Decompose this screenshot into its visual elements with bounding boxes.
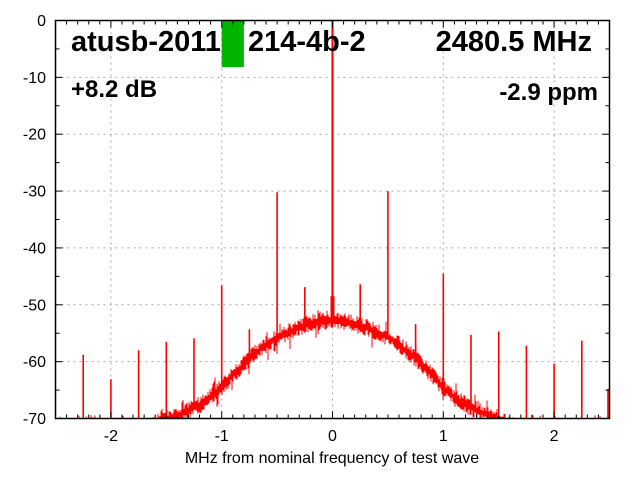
test-id-left: atusb-2011	[71, 26, 221, 58]
x-tick-label: 1	[439, 428, 448, 445]
x-axis-label: MHz from nominal frequency of test wave	[184, 450, 480, 467]
x-tick-label: -1	[215, 428, 229, 445]
gain-marker-bar	[221, 20, 244, 68]
tick-labels: 0-10-20-30-40-50-60-70-2 -1 0 1 2	[23, 13, 559, 445]
y-tick-label: -10	[23, 70, 46, 87]
y-tick-label: -70	[23, 411, 46, 428]
x-tick-label: -2	[104, 428, 118, 445]
gain-annotation: +8.2 dB	[71, 76, 158, 103]
y-tick-label: -20	[23, 127, 46, 144]
x-tick-label: 2	[550, 428, 559, 445]
y-tick-label: -60	[23, 354, 46, 371]
test-id-right: 214-4b-2	[248, 26, 366, 58]
y-tick-label: -50	[23, 297, 46, 314]
spectrum-trace	[59, 20, 609, 418]
y-tick-label: -40	[23, 240, 46, 257]
y-tick-label: -30	[23, 184, 46, 201]
x-tick-label: 0	[328, 428, 337, 445]
y-tick-label: 0	[37, 13, 46, 30]
center-frequency: 2480.5 MHz	[435, 26, 592, 58]
axis-ticks	[55, 20, 610, 419]
noise-floor	[59, 415, 601, 418]
ppm-annotation: -2.9 ppm	[499, 79, 598, 106]
